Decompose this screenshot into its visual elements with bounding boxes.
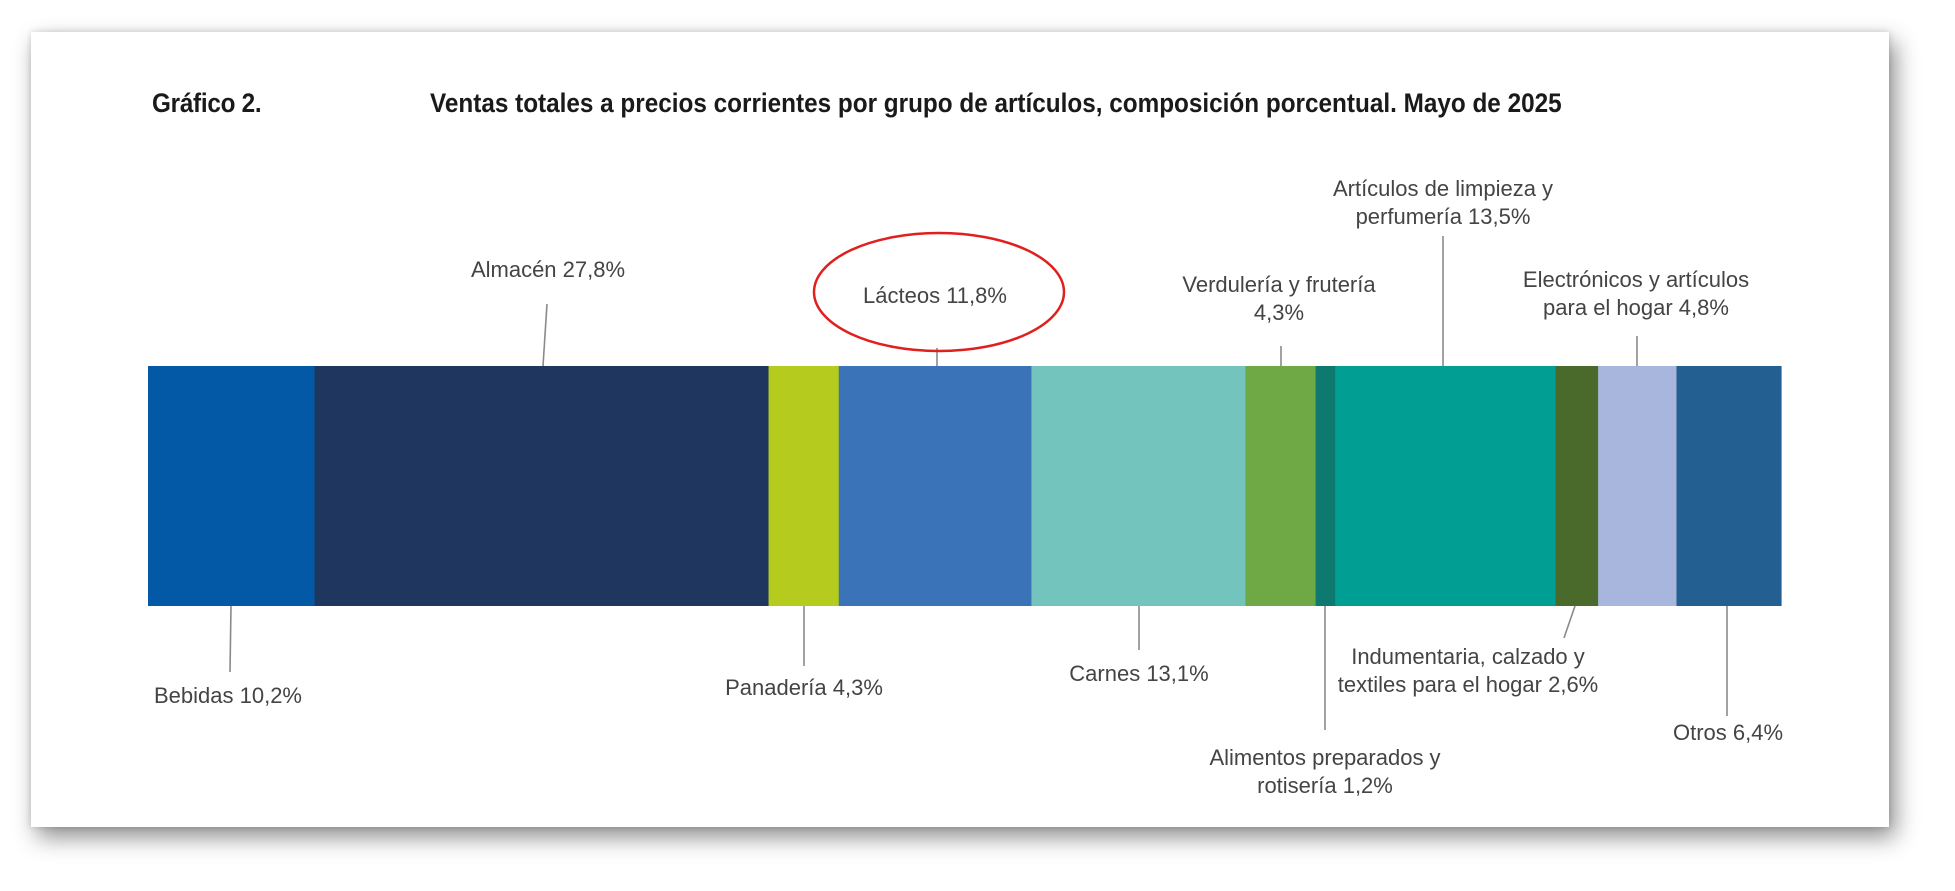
chart-title: Ventas totales a precios corrientes por … bbox=[430, 88, 1562, 118]
data-label-alimentos-preparados-y-rotiseria: Alimentos preparados y rotisería 1,2% bbox=[1209, 745, 1440, 798]
leader-line-almacen bbox=[542, 303, 548, 367]
bar-segment-alimentos-preparados-y-rotiseria bbox=[1315, 366, 1336, 606]
data-label-panaderia: Panadería 4,3% bbox=[725, 675, 883, 700]
bar-segment-bebidas bbox=[148, 366, 316, 606]
bar-segment-carnes bbox=[1031, 366, 1246, 606]
bar-segment-almacen bbox=[314, 366, 770, 606]
data-label-verduleria-y-fruteria: Verdulería y frutería 4,3% bbox=[1182, 272, 1376, 325]
leader-line-indumentaria-calzado-y-textiles-para-el-hogar bbox=[1563, 605, 1576, 639]
bar-segment-verduleria-y-fruteria bbox=[1245, 366, 1317, 606]
bar-segment-otros bbox=[1676, 366, 1782, 606]
bar-segment-articulos-de-limpieza-y-perfumeria bbox=[1335, 366, 1557, 606]
data-label-articulos-de-limpieza-y-perfumeria: Artículos de limpieza y perfumería 13,5% bbox=[1333, 176, 1553, 229]
bar-segment-electronicos-y-articulos-para-el-hogar bbox=[1598, 366, 1678, 606]
data-label-bebidas: Bebidas 10,2% bbox=[154, 683, 302, 708]
data-label-electronicos-y-articulos-para-el-hogar: Electrónicos y artículos para el hogar 4,… bbox=[1523, 267, 1749, 320]
bar-segment-lacteos bbox=[838, 366, 1033, 606]
leader-line-bebidas bbox=[229, 605, 232, 673]
highlight-ellipse bbox=[812, 231, 1066, 353]
data-label-lacteos: Lácteos 11,8% bbox=[863, 283, 1007, 308]
bar-segment-panaderia bbox=[768, 366, 840, 606]
data-label-carnes: Carnes 13,1% bbox=[1069, 661, 1208, 686]
data-label-indumentaria-calzado-y-textiles-para-el-hogar: Indumentaria, calzado y textiles para el … bbox=[1338, 644, 1599, 697]
data-label-otros: Otros 6,4% bbox=[1673, 720, 1783, 745]
data-label-almacen: Almacén 27,8% bbox=[471, 257, 625, 282]
bar-segment-indumentaria-calzado-y-textiles-para-el-hogar bbox=[1555, 366, 1599, 606]
figure-label: Gráfico 2. bbox=[152, 88, 262, 118]
